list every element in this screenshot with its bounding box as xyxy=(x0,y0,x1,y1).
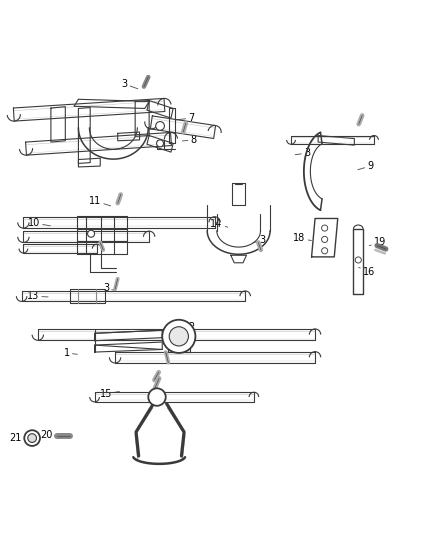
Text: 9: 9 xyxy=(358,161,374,171)
Polygon shape xyxy=(291,135,374,144)
Circle shape xyxy=(169,327,188,346)
Polygon shape xyxy=(207,231,270,254)
Polygon shape xyxy=(38,329,315,340)
Polygon shape xyxy=(77,216,127,254)
Circle shape xyxy=(355,257,361,263)
Polygon shape xyxy=(318,135,354,145)
Polygon shape xyxy=(95,342,162,352)
Polygon shape xyxy=(70,289,105,303)
Polygon shape xyxy=(14,99,165,121)
Polygon shape xyxy=(21,291,245,302)
Circle shape xyxy=(28,434,36,442)
Polygon shape xyxy=(115,352,315,363)
Circle shape xyxy=(156,140,163,147)
Polygon shape xyxy=(353,229,363,294)
Circle shape xyxy=(321,236,328,243)
Polygon shape xyxy=(95,392,254,402)
Polygon shape xyxy=(168,344,190,352)
Circle shape xyxy=(321,225,328,231)
Circle shape xyxy=(148,389,166,406)
Polygon shape xyxy=(147,101,173,118)
Text: 18: 18 xyxy=(293,233,311,243)
Polygon shape xyxy=(118,132,140,141)
Circle shape xyxy=(321,248,328,254)
Text: 3: 3 xyxy=(164,336,175,346)
Text: 14: 14 xyxy=(210,219,228,229)
Polygon shape xyxy=(150,116,215,139)
Text: 3: 3 xyxy=(253,235,265,245)
Text: 11: 11 xyxy=(89,196,111,206)
Text: 3: 3 xyxy=(295,148,310,158)
Polygon shape xyxy=(135,101,149,136)
Text: 10: 10 xyxy=(28,218,50,228)
Text: 19: 19 xyxy=(369,238,386,247)
Polygon shape xyxy=(169,108,175,143)
Text: 1: 1 xyxy=(64,348,78,358)
Polygon shape xyxy=(311,219,338,257)
Text: 16: 16 xyxy=(359,266,375,277)
Text: 7: 7 xyxy=(176,113,194,123)
Text: 20: 20 xyxy=(40,430,58,440)
Polygon shape xyxy=(51,107,65,142)
Polygon shape xyxy=(25,133,171,155)
Circle shape xyxy=(88,230,95,237)
Polygon shape xyxy=(232,183,245,205)
Text: 2: 2 xyxy=(181,322,194,332)
Polygon shape xyxy=(231,255,247,263)
Text: 13: 13 xyxy=(27,291,48,301)
Text: 15: 15 xyxy=(100,389,119,399)
Text: 21: 21 xyxy=(9,433,28,442)
Polygon shape xyxy=(78,108,90,164)
Polygon shape xyxy=(78,128,148,159)
Polygon shape xyxy=(147,135,173,152)
Text: 8: 8 xyxy=(183,135,197,145)
Polygon shape xyxy=(74,99,149,108)
Polygon shape xyxy=(95,330,162,341)
Circle shape xyxy=(24,430,40,446)
Polygon shape xyxy=(78,158,100,167)
Text: 3: 3 xyxy=(121,79,138,89)
Text: 3: 3 xyxy=(103,284,115,293)
Circle shape xyxy=(162,320,195,353)
Polygon shape xyxy=(23,231,149,243)
Circle shape xyxy=(155,122,164,130)
Polygon shape xyxy=(23,217,215,228)
Polygon shape xyxy=(23,244,97,253)
Polygon shape xyxy=(304,132,322,210)
